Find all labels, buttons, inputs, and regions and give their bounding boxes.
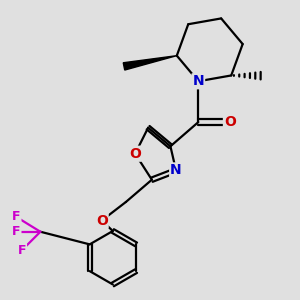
Text: O: O [96, 214, 108, 228]
Text: O: O [129, 147, 141, 161]
Text: F: F [12, 225, 20, 238]
Polygon shape [123, 56, 177, 70]
Text: F: F [18, 244, 26, 257]
Text: N: N [170, 164, 182, 177]
Text: F: F [12, 210, 20, 224]
Text: O: O [224, 115, 236, 129]
Text: N: N [193, 74, 204, 88]
